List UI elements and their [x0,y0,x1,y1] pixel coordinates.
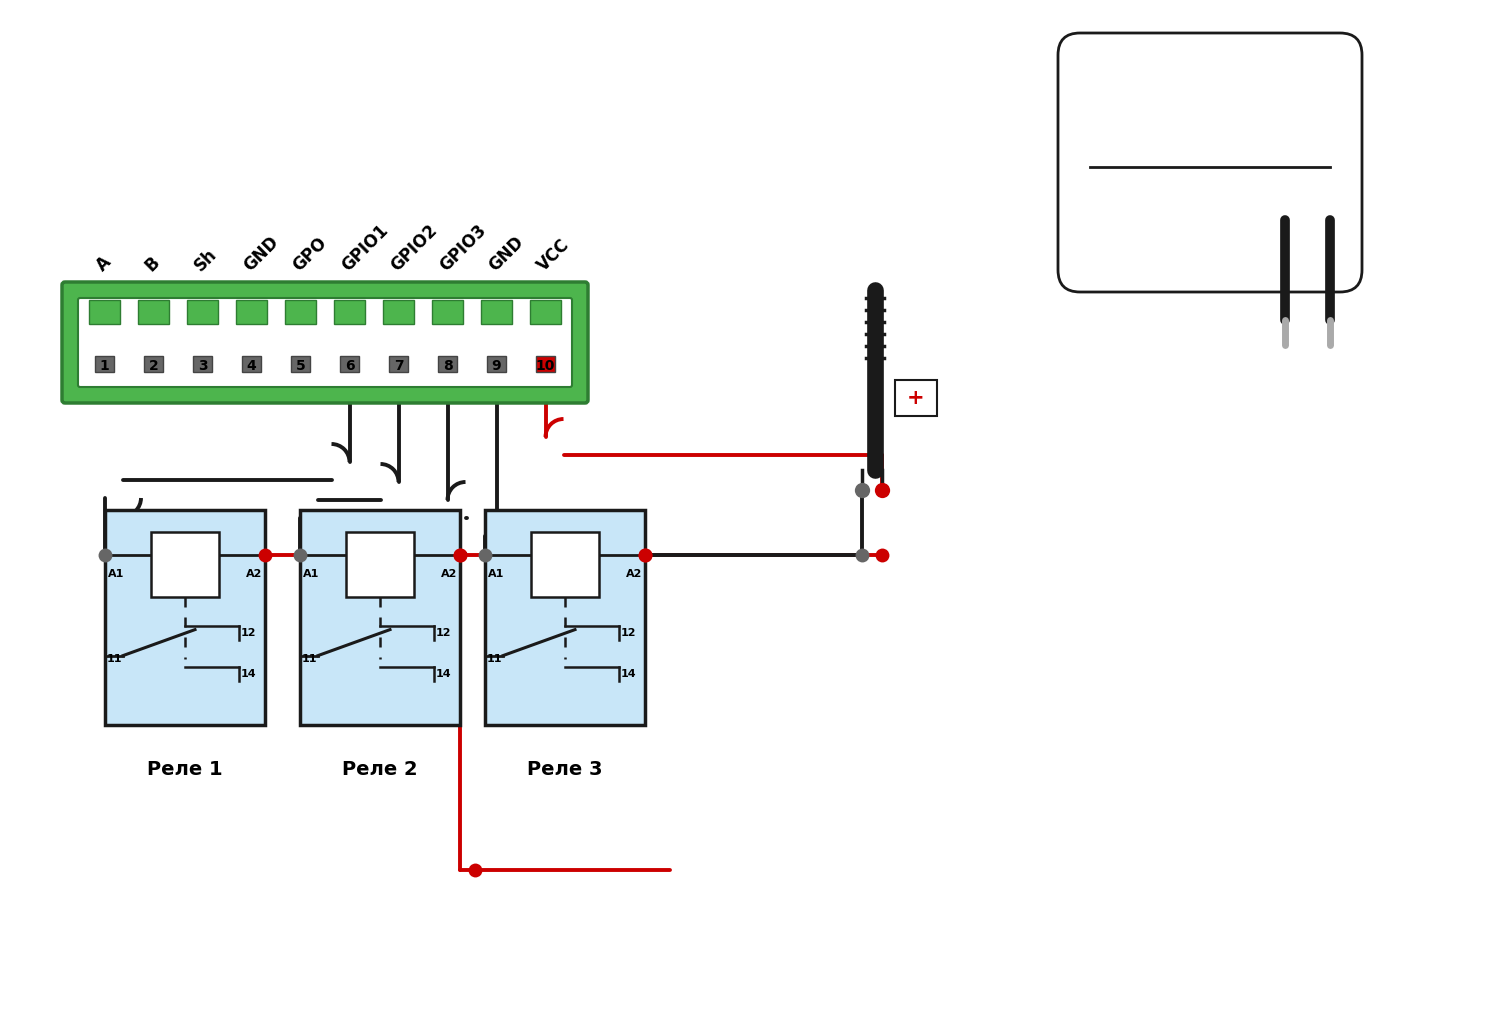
Text: 9: 9 [492,359,501,373]
Text: 12: 12 [436,628,451,638]
Text: 12: 12 [621,628,636,638]
Text: 5: 5 [296,359,306,373]
Text: A1: A1 [488,569,504,579]
Bar [144,356,164,372]
Bar [384,300,414,324]
Bar [334,300,364,324]
Bar [94,356,114,372]
Bar [237,300,267,324]
Text: 2: 2 [148,359,159,373]
Bar [536,356,555,372]
Text: A2: A2 [441,569,458,579]
Text: GPIO1: GPIO1 [338,222,392,275]
Bar [188,300,218,324]
Text: 14: 14 [436,669,451,679]
Text: B: B [142,253,164,275]
Text: A1: A1 [108,569,124,579]
Text: 11: 11 [106,653,123,664]
Bar [488,356,506,372]
Text: VCC: VCC [534,236,573,275]
Bar [242,356,261,372]
FancyBboxPatch shape [78,298,572,387]
Text: 12: 12 [242,628,256,638]
Bar [300,510,460,725]
Text: A2: A2 [626,569,642,579]
Text: Реле 3: Реле 3 [528,760,603,779]
FancyBboxPatch shape [62,282,588,404]
FancyBboxPatch shape [1058,33,1362,292]
Text: GND: GND [484,233,526,275]
Bar [105,510,266,725]
Text: 10: 10 [536,359,555,373]
Text: Реле 2: Реле 2 [342,760,418,779]
Text: +: + [908,388,926,408]
Text: 3: 3 [198,359,207,373]
Bar [152,533,219,596]
Text: 4: 4 [246,359,256,373]
Text: 11: 11 [302,653,318,664]
Bar [432,300,462,324]
Text: A1: A1 [303,569,320,579]
Bar [482,300,512,324]
Text: 8: 8 [442,359,453,373]
Bar [291,356,310,372]
Text: GND: GND [240,233,282,275]
Text: 6: 6 [345,359,354,373]
Bar [138,300,168,324]
Bar [388,356,408,372]
Text: 1: 1 [99,359,109,373]
Bar [90,300,120,324]
Text: Реле 1: Реле 1 [147,760,224,779]
Bar [340,356,358,372]
Text: GPIO3: GPIO3 [436,221,489,275]
Bar [194,356,211,372]
Text: 14: 14 [621,669,636,679]
Text: 7: 7 [393,359,404,373]
Text: GPIO2: GPIO2 [387,221,441,275]
Bar [438,356,458,372]
Text: A2: A2 [246,569,262,579]
Bar [531,300,561,324]
Text: Sh: Sh [190,246,220,275]
Bar [346,533,414,596]
Text: 11: 11 [488,653,502,664]
Text: 14: 14 [242,669,256,679]
Bar [896,380,938,416]
Text: A: A [93,253,114,275]
Text: GPO: GPO [290,234,330,275]
Bar [531,533,598,596]
Bar [484,510,645,725]
Bar [285,300,315,324]
